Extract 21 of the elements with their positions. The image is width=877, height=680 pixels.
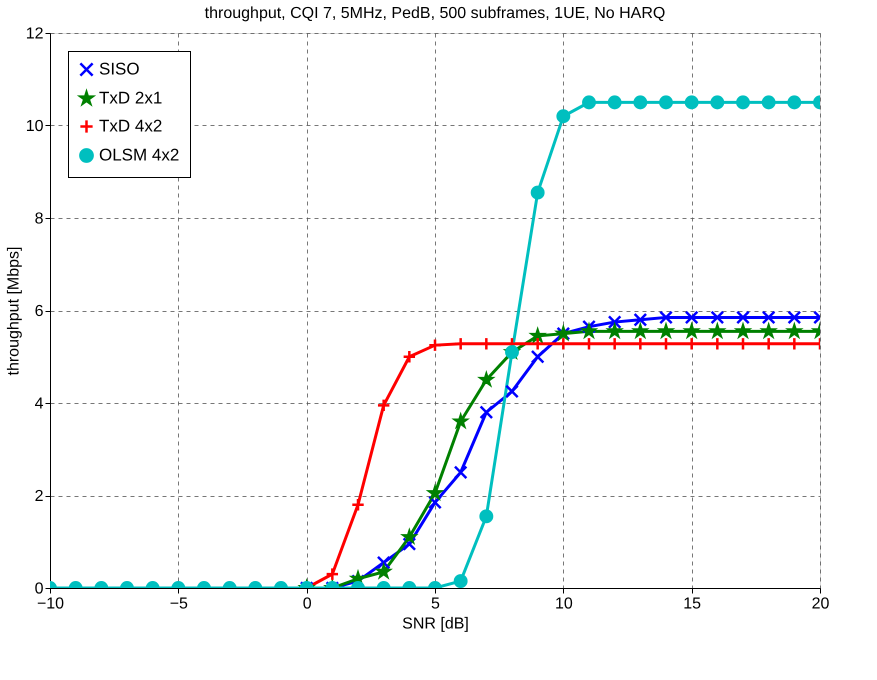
- x-tick-label: −5: [170, 596, 188, 612]
- y-tick-label: 0: [34, 580, 44, 598]
- x-tick-label: 15: [683, 596, 702, 612]
- legend-label: TxD 2x1: [99, 88, 162, 108]
- chart-title: throughput, CQI 7, 5MHz, PedB, 500 subframes, 1UE, No HARQ: [204, 5, 666, 22]
- y-tick-label: 10: [26, 118, 44, 135]
- y-tick-label: 4: [34, 396, 44, 412]
- x-tick-label: 5: [431, 596, 440, 612]
- y-tick-label: 2: [34, 488, 44, 505]
- x-tick-label: −10: [36, 596, 64, 612]
- x-tick-label: 10: [554, 596, 573, 612]
- legend-label: TxD 4x2: [99, 116, 162, 136]
- y-axis-title: throughput [Mbps]: [6, 246, 23, 376]
- x-axis-title: SNR [dB]: [402, 616, 469, 632]
- legend-label: OLSM 4x2: [99, 146, 180, 164]
- y-tick-label: 8: [34, 210, 44, 228]
- y-tick-label: 12: [26, 26, 44, 42]
- x-tick-label: 20: [812, 596, 830, 612]
- legend-label: SISO: [99, 60, 140, 78]
- y-tick-label: 6: [34, 303, 44, 320]
- x-tick-label: 0: [302, 596, 312, 612]
